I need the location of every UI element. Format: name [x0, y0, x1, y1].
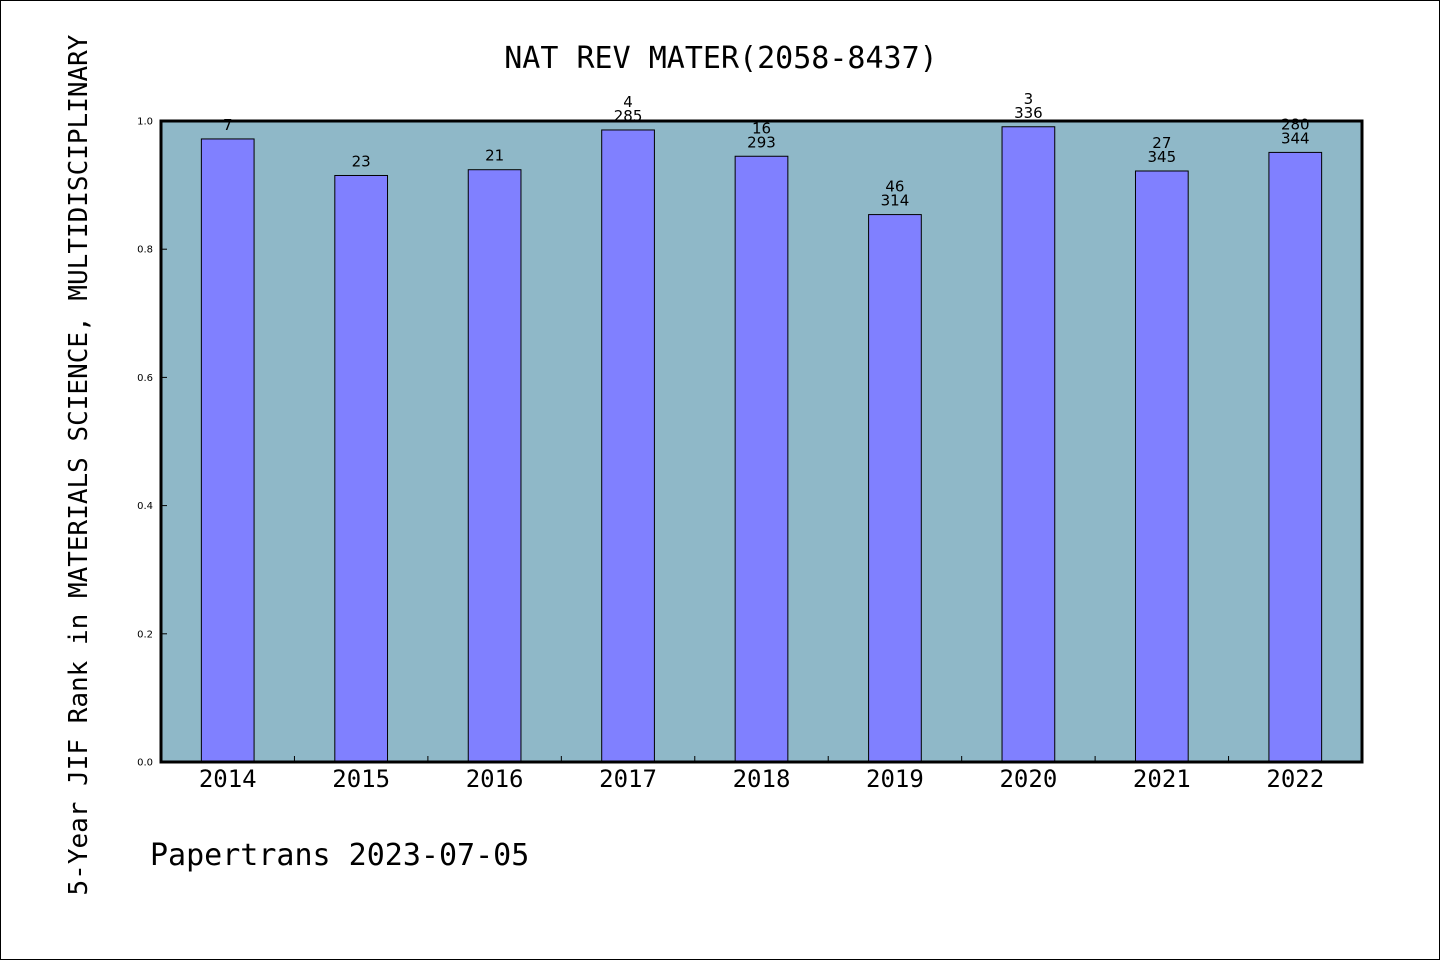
bar-2018 [734, 155, 789, 763]
x-tick-label-2017: 2017 [599, 765, 657, 793]
data-label-2021-2: 345 [1148, 148, 1177, 166]
data-label-2020-2: 336 [1014, 104, 1043, 122]
bar-2021 [1134, 170, 1189, 763]
bar-2016 [467, 169, 522, 763]
plot-frame [159, 119, 1364, 764]
bar-2014 [200, 138, 255, 763]
x-tick-label-2015: 2015 [332, 765, 390, 793]
y-tick-label-0.8: 0.8 [137, 245, 153, 256]
y-tick-label-0.4: 0.4 [137, 501, 153, 512]
x-tick-label-2018: 2018 [733, 765, 791, 793]
data-label-2018-2: 293 [747, 133, 776, 151]
chart-title: NAT REV MATER(2058-8437) [504, 41, 937, 76]
bar-2020 [1001, 126, 1056, 763]
footer-text: Papertrans 2023-07-05 [150, 838, 529, 873]
bar-2015 [334, 174, 389, 763]
y-tick-label-1.0: 1.0 [137, 117, 153, 128]
bar-2022 [1268, 151, 1323, 763]
data-label-2020-1: 3 [1024, 90, 1034, 108]
bar-2017 [601, 129, 655, 763]
bars-layer [200, 126, 1323, 763]
data-label-2021-1: 27 [1152, 134, 1171, 152]
data-label-2022-2: 344 [1281, 129, 1310, 147]
x-tick-label-2016: 2016 [466, 765, 524, 793]
data-label-2015-1: 23 [352, 152, 371, 170]
x-axis: 2014 2015 2016 2017 2018 2019 2020 2021 2022 [199, 756, 1324, 793]
x-tick-label-2020: 2020 [999, 765, 1057, 793]
data-label-2017-1: 4 [623, 93, 633, 111]
x-tick-label-2021: 2021 [1133, 765, 1191, 793]
y-tick-label-0.6: 0.6 [137, 373, 153, 384]
data-label-2014-1: 7 [223, 116, 233, 134]
bar-2019 [868, 214, 922, 763]
x-tick-label-2014: 2014 [199, 765, 257, 793]
data-label-2018-1: 16 [752, 119, 771, 137]
x-tick-label-2019: 2019 [866, 765, 924, 793]
data-label-2019-2: 314 [881, 192, 910, 210]
data-label-2019-1: 46 [885, 178, 904, 196]
data-label-2016-1: 21 [485, 147, 504, 165]
y-axis-label: 5-Year JIF Rank in MATERIALS SCIENCE, MU… [64, 34, 94, 895]
y-tick-label-0.0: 0.0 [137, 758, 153, 769]
y-tick-label-0.2: 0.2 [137, 629, 153, 640]
x-tick-label-2022: 2022 [1266, 765, 1324, 793]
